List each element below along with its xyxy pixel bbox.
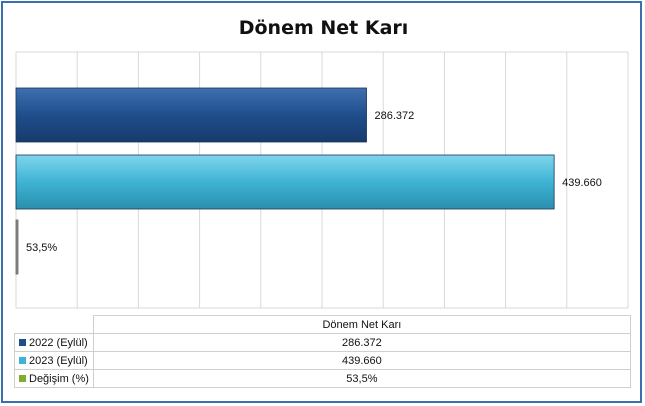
data-label-1: 286.372: [375, 110, 415, 122]
bar-1: [15, 87, 367, 143]
data-label-3: 53,5%: [26, 242, 57, 254]
data-table: Dönem Net Karı 2022 (Eylül) 286.372 2023 (…: [14, 315, 631, 388]
legend-key-icon: [19, 357, 26, 365]
data-label-2: 439.660: [562, 177, 602, 189]
series-name: 2023 (Eylül): [29, 354, 88, 367]
series-name: Değişim (%): [29, 372, 89, 385]
series-value-cell: 286.372: [92, 333, 631, 352]
series-name-cell: Değişim (%): [14, 369, 94, 388]
series-value-cell: 439.660: [92, 351, 631, 370]
legend-key-icon: [19, 375, 26, 383]
series-name: 2022 (Eylül): [29, 336, 88, 349]
series-value-cell: 53,5%: [92, 369, 631, 388]
bar-3: [15, 219, 19, 275]
chart-title: Dönem Net Karı: [238, 17, 409, 39]
data-table-row: 2022 (Eylül) 286.372: [14, 333, 631, 352]
data-table-header: Dönem Net Karı: [92, 315, 631, 334]
legend-key-icon: [19, 339, 26, 347]
data-table-header-row: Dönem Net Karı: [15, 315, 631, 334]
series-name-cell: 2023 (Eylül): [14, 351, 94, 370]
data-table-row: 2023 (Eylül) 439.660: [14, 351, 631, 370]
series-name-cell: 2022 (Eylül): [14, 333, 94, 352]
bar-2: [15, 154, 555, 210]
data-table-row: Değişim (%) 53,5%: [14, 369, 631, 388]
